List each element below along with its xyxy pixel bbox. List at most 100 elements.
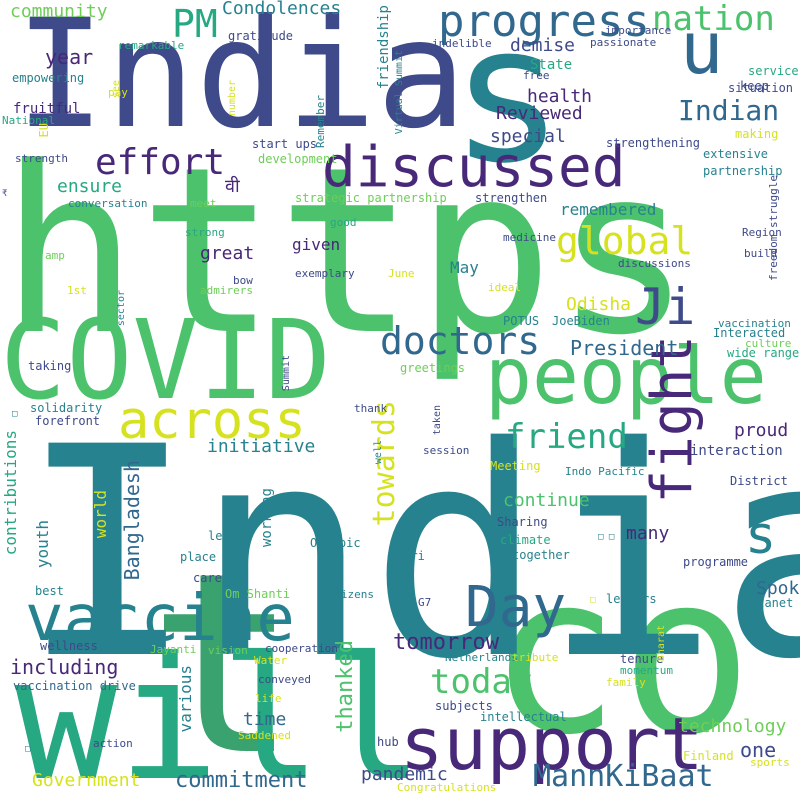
word: G7 <box>418 596 432 609</box>
word: various <box>176 665 195 733</box>
word: progress <box>438 0 650 47</box>
word: initiative <box>207 436 316 457</box>
word: keep <box>740 79 769 93</box>
word: admirers <box>200 284 253 297</box>
word: Region <box>742 226 782 239</box>
word: remarkable <box>118 39 185 52</box>
word: fight <box>640 335 705 504</box>
word: Interacted <box>713 326 786 340</box>
word: intellectual <box>480 710 567 724</box>
word: Indian <box>678 94 780 127</box>
word: MannKiBaat <box>533 759 714 794</box>
word: COVID <box>0 296 332 424</box>
word: Water <box>254 654 288 667</box>
word: service <box>748 64 799 78</box>
word: □ □ <box>598 532 615 542</box>
word: greetings <box>400 361 466 375</box>
word: u <box>680 6 724 90</box>
word: ensure <box>57 176 123 197</box>
word: Sharing <box>497 515 548 529</box>
word: Bangladesh <box>120 460 144 581</box>
word: nation <box>652 0 775 39</box>
word: citizens <box>321 588 374 601</box>
word: situation <box>728 81 794 95</box>
word: contributions <box>1 430 20 556</box>
word: hub <box>377 735 399 749</box>
word: time <box>243 709 287 730</box>
word: development <box>258 152 338 166</box>
word: pay <box>108 86 128 99</box>
word: meet <box>190 197 217 210</box>
word: strengthen <box>475 191 548 205</box>
word: special <box>490 126 566 147</box>
word: demise <box>510 35 576 56</box>
word: Netherlands <box>445 651 518 664</box>
word: conveyed <box>258 673 311 686</box>
word: indelible <box>432 37 492 50</box>
word: friendship <box>376 5 392 90</box>
word: empowering <box>12 71 85 85</box>
word: POTUS <box>503 314 540 328</box>
word: effort <box>95 142 226 183</box>
word: today <box>430 662 533 702</box>
word: Government <box>32 770 141 791</box>
word: family <box>606 676 646 689</box>
word: t <box>148 519 299 800</box>
word: technology <box>678 716 787 737</box>
word: State <box>530 57 573 73</box>
word: thank <box>354 402 388 415</box>
word: medicine <box>503 231 556 244</box>
word: India <box>20 386 800 723</box>
word: leaders <box>606 592 657 606</box>
word: youth <box>33 520 52 569</box>
word: making <box>735 127 779 141</box>
word: global <box>556 219 694 263</box>
word: Meeting <box>490 459 541 473</box>
word: health <box>527 86 593 107</box>
word: solidarity <box>30 401 103 415</box>
word: many <box>626 523 670 544</box>
word: culture <box>745 337 792 350</box>
word: tomorrow <box>393 630 499 655</box>
word: ideal <box>488 281 522 294</box>
word: best <box>35 584 64 598</box>
word: National <box>2 114 55 127</box>
word: tenure <box>620 652 664 666</box>
word: extensive <box>703 147 769 161</box>
word: Reviewed <box>496 103 583 124</box>
word: Odisha <box>566 294 632 315</box>
word: Remember <box>314 95 327 148</box>
word: Congratulations <box>397 781 497 794</box>
word: forefront <box>35 414 101 428</box>
word: Om Shanti <box>225 587 291 601</box>
word: vaccination <box>718 317 791 330</box>
word: strategic partnership <box>295 191 447 205</box>
word: action <box>93 737 133 750</box>
word: care <box>193 571 222 585</box>
word: □ <box>25 744 31 754</box>
word: number <box>227 80 238 117</box>
word: interaction <box>690 443 783 459</box>
word: June <box>388 267 415 280</box>
word: across <box>118 391 306 451</box>
word: great <box>200 243 255 264</box>
word: amp <box>45 249 65 262</box>
word: Indo Pacific <box>565 465 645 478</box>
word: continue <box>503 490 590 511</box>
word: Spoke <box>756 578 800 599</box>
word: Day <box>465 575 567 640</box>
word: vaccine <box>25 582 295 656</box>
word: people <box>485 332 767 422</box>
word: wide range <box>727 346 800 360</box>
word: s <box>745 506 777 566</box>
word: including <box>10 655 119 679</box>
word: session <box>423 444 470 457</box>
word: taken <box>432 405 443 436</box>
word: life <box>255 692 282 705</box>
word: https <box>0 119 693 386</box>
word: proud <box>734 420 789 441</box>
word: world <box>91 490 110 539</box>
word: tribute <box>512 651 559 664</box>
word: support <box>400 702 704 786</box>
word: EU <box>37 123 51 138</box>
